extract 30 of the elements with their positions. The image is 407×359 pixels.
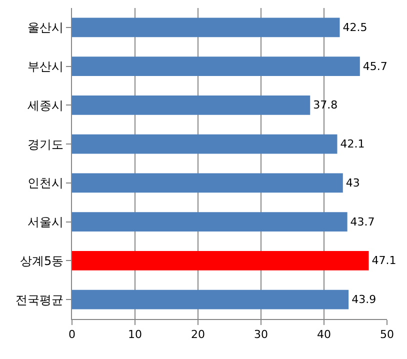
- bar: [72, 290, 349, 310]
- data-label: 37.8: [313, 98, 338, 112]
- y-tick-label: 인천시: [28, 176, 64, 190]
- data-label: 45.7: [362, 60, 388, 73]
- x-tick-label: 30: [254, 328, 268, 342]
- x-tick-label: 40: [317, 328, 331, 342]
- bar: [72, 95, 310, 115]
- data-label: 43.7: [350, 215, 375, 228]
- y-tick-label: 상계5동: [20, 254, 64, 268]
- y-tick-label: 전국평균: [16, 292, 64, 307]
- x-tick-label: 0: [68, 328, 76, 342]
- data-label: 42.1: [340, 138, 365, 151]
- y-tick-label: 경기도: [28, 137, 64, 152]
- y-tick-label: 울산시: [28, 20, 64, 35]
- y-tick-label: 부산시: [28, 60, 64, 74]
- data-label: 47.1: [372, 254, 396, 268]
- y-tick-label: 서울시: [28, 215, 64, 230]
- bar: [72, 212, 348, 232]
- x-tick-label: 50: [380, 328, 394, 342]
- x-tick-label: 10: [128, 328, 142, 342]
- bar: [72, 134, 338, 154]
- data-label: 42.5: [342, 20, 368, 34]
- bar: [72, 56, 360, 76]
- y-tick-label: 세종시: [28, 98, 64, 112]
- bar: [72, 18, 340, 38]
- bar: [72, 250, 369, 270]
- x-tick-label: 20: [191, 328, 205, 342]
- data-label: 43: [346, 176, 360, 190]
- bar: [72, 173, 343, 193]
- data-label: 43.9: [352, 293, 376, 306]
